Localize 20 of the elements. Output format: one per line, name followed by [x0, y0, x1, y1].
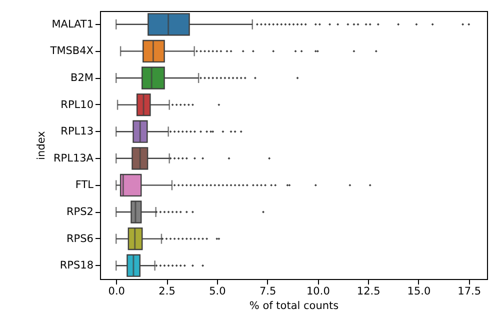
y-tick-label: MALAT1 — [52, 18, 94, 30]
x-tick-label: 5.0 — [209, 286, 226, 298]
y-tick-label: RPL13A — [53, 152, 94, 164]
x-axis-title: % of total counts — [249, 300, 339, 312]
y-tick-label: RPS6 — [66, 232, 94, 245]
x-tick-label: 12.5 — [356, 286, 380, 298]
x-tick-label: 2.5 — [158, 286, 176, 298]
y-tick-label: B2M — [70, 72, 94, 84]
x-tick-label: 15.0 — [407, 286, 431, 298]
x-tick-label: 7.5 — [259, 286, 276, 298]
x-tick-label: 17.5 — [458, 286, 482, 298]
y-tick-label: RPL13 — [60, 126, 94, 138]
y-tick-label: FTL — [75, 179, 94, 192]
y-axis-title: index — [35, 131, 48, 160]
x-tick-label: 0.0 — [108, 286, 125, 298]
y-tick-label: RPS18 — [60, 260, 94, 272]
y-tick-label: RPS2 — [66, 206, 94, 218]
x-tick-label: 10.0 — [306, 286, 330, 298]
y-tick-label: RPL10 — [60, 98, 94, 111]
y-tick-label: TMSB4X — [49, 45, 94, 58]
